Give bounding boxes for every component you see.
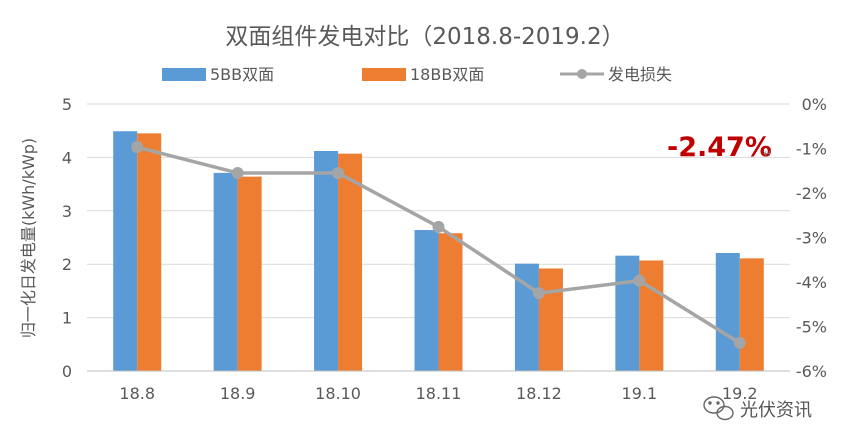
loss-point (633, 274, 646, 287)
y2-tick-label: -2% (796, 184, 827, 203)
y2-tick-label: -3% (796, 229, 827, 248)
x-tick-label: 19.2 (722, 384, 758, 403)
legend: 5BB双面 18BB双面 发电损失 (162, 65, 672, 84)
y-tick-label: 3 (62, 202, 72, 221)
annotation-loss: -2.47% (667, 132, 772, 163)
y-tick-label: 5 (62, 95, 72, 114)
legend-label-loss: 发电损失 (608, 65, 672, 84)
bar-18bb (137, 133, 162, 371)
x-tick-label: 18.8 (119, 384, 155, 403)
x-axis-ticks: 18.8 18.9 18.10 18.11 18.12 19.1 19.2 (119, 384, 757, 403)
bar-5bb (414, 230, 439, 371)
bar-18bb (538, 268, 563, 371)
watermark: 光伏资讯 (703, 396, 812, 421)
y-tick-label: 2 (62, 255, 72, 274)
loss-point (532, 287, 545, 300)
loss-point (231, 166, 244, 179)
wechat-icon (703, 396, 734, 421)
bar-5bb (113, 131, 138, 371)
y2-tick-label: 0% (802, 95, 827, 114)
x-tick-label: 18.9 (220, 384, 256, 403)
y-tick-label: 1 (62, 309, 72, 328)
y-tick-label: 0 (62, 362, 72, 381)
loss-point (432, 220, 445, 233)
y-axis-ticks: 0 1 2 3 4 5 (62, 95, 72, 381)
loss-point (733, 336, 746, 349)
bar-18bb (438, 233, 463, 371)
legend-swatch-18bb (362, 68, 406, 81)
annotation-return-mark: ↵ (763, 147, 772, 160)
bar-5bb (715, 252, 740, 371)
x-tick-label: 19.1 (622, 384, 658, 403)
bar-5bb (615, 255, 640, 371)
y2-tick-label: -5% (796, 318, 827, 337)
y2-tick-label: -1% (796, 140, 827, 159)
x-tick-label: 18.12 (516, 384, 562, 403)
x-tick-label: 18.10 (315, 384, 361, 403)
y2-axis-ticks: 0% -1% -2% -3% -4% -5% -6% (796, 95, 827, 381)
legend-marker-loss (577, 69, 587, 79)
legend-label-18bb: 18BB双面 (410, 65, 484, 84)
y-axis-label: 归一化日发电量(kWh/kWp) (19, 138, 38, 338)
chart-title: 双面组件发电对比（2018.8-2019.2） (225, 24, 624, 50)
bar-5bb (213, 172, 238, 371)
y-tick-label: 4 (62, 148, 72, 167)
legend-swatch-5bb (162, 68, 206, 81)
bar-5bb (314, 150, 339, 371)
bar-18bb (237, 176, 262, 371)
y2-tick-label: -4% (796, 273, 827, 292)
y2-tick-label: -6% (796, 362, 827, 381)
bar-18bb (739, 258, 764, 371)
loss-line (131, 141, 746, 349)
bar-18bb (338, 153, 363, 371)
bars (113, 131, 764, 371)
x-tick-label: 18.11 (416, 384, 462, 403)
watermark-text: 光伏资讯 (740, 400, 812, 421)
loss-point (131, 141, 144, 154)
loss-point (332, 166, 345, 179)
legend-label-5bb: 5BB双面 (210, 65, 274, 84)
